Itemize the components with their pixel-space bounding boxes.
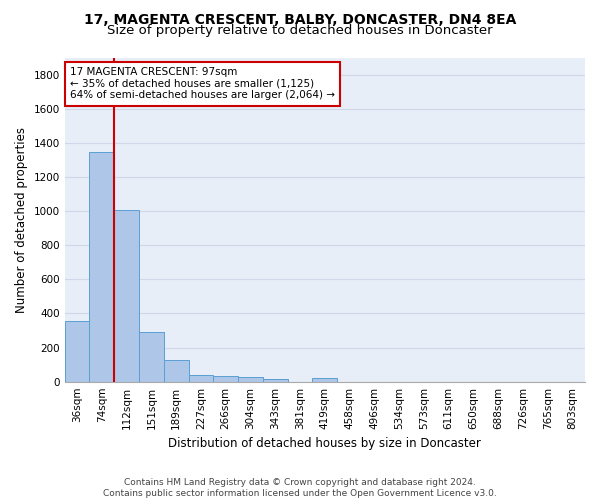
Bar bbox=[114, 210, 139, 382]
Bar bbox=[65, 321, 89, 382]
Bar bbox=[188, 374, 214, 382]
Bar bbox=[164, 360, 188, 382]
Bar bbox=[263, 378, 287, 382]
X-axis label: Distribution of detached houses by size in Doncaster: Distribution of detached houses by size … bbox=[169, 437, 481, 450]
Bar bbox=[313, 378, 337, 382]
Text: 17 MAGENTA CRESCENT: 97sqm
← 35% of detached houses are smaller (1,125)
64% of s: 17 MAGENTA CRESCENT: 97sqm ← 35% of deta… bbox=[70, 67, 335, 100]
Bar bbox=[139, 332, 164, 382]
Y-axis label: Number of detached properties: Number of detached properties bbox=[15, 126, 28, 312]
Bar bbox=[214, 376, 238, 382]
Text: Size of property relative to detached houses in Doncaster: Size of property relative to detached ho… bbox=[107, 24, 493, 37]
Bar bbox=[238, 378, 263, 382]
Text: Contains HM Land Registry data © Crown copyright and database right 2024.
Contai: Contains HM Land Registry data © Crown c… bbox=[103, 478, 497, 498]
Text: 17, MAGENTA CRESCENT, BALBY, DONCASTER, DN4 8EA: 17, MAGENTA CRESCENT, BALBY, DONCASTER, … bbox=[84, 12, 516, 26]
Bar bbox=[89, 152, 114, 382]
